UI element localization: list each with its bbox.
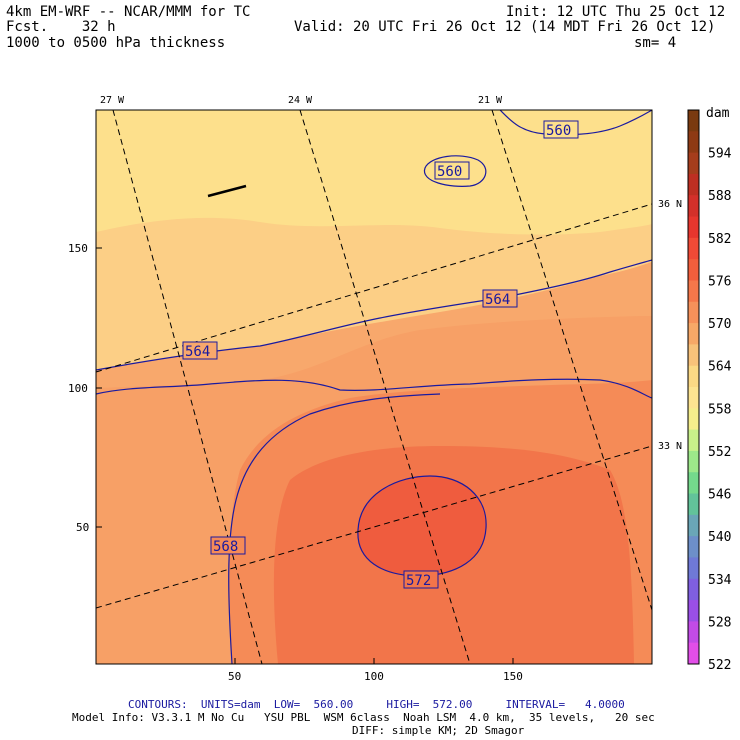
meridian-21w xyxy=(491,110,652,611)
colorbar-swatch xyxy=(688,578,699,601)
svg-text:560: 560 xyxy=(546,123,571,139)
contour-568 xyxy=(228,393,441,664)
y-tick-100: 100 xyxy=(68,382,88,395)
diffusion-info: DIFF: simple KM; 2D Smagor xyxy=(352,724,525,737)
colorbar-level-label: 576 xyxy=(708,274,731,289)
colorbar-swatch xyxy=(688,408,699,431)
colorbar-level-label: 558 xyxy=(708,402,731,417)
contour-labels: 560 560 564 564 568 572 xyxy=(182,120,579,589)
contour-572 xyxy=(357,475,487,577)
parallel-36n xyxy=(96,203,652,373)
colorbar-level-label: 594 xyxy=(708,147,732,162)
colorbar-unit: dam xyxy=(706,106,730,121)
colorbar-swatch xyxy=(688,514,699,537)
model-info: Model Info: V3.3.1 M No Cu YSU PBL WSM 6… xyxy=(72,711,655,724)
smoothing: sm= 4 xyxy=(634,35,677,51)
colorbar-level-label: 564 xyxy=(708,360,732,375)
lat-label-33n: 33 N xyxy=(658,441,682,452)
svg-text:572: 572 xyxy=(406,573,431,589)
colorbar-swatch xyxy=(688,387,699,409)
contour-label-564-b: 564 xyxy=(182,341,218,360)
colorbar-swatch xyxy=(688,536,699,558)
colorbar-swatch xyxy=(688,195,699,218)
lat-label-36n: 36 N xyxy=(658,199,682,210)
lat-labels: 36 N 33 N xyxy=(658,199,682,452)
colorbar-swatch xyxy=(688,429,699,452)
colorbar-level-label: 570 xyxy=(708,317,731,332)
x-tick-50: 50 xyxy=(228,670,241,683)
colorbar-swatch xyxy=(688,450,699,473)
contours-summary: CONTOURS: UNITS=dam LOW= 560.00 HIGH= 57… xyxy=(128,698,625,711)
y-tick-150: 150 xyxy=(68,242,88,255)
colorbar-level-label: 534 xyxy=(708,573,732,588)
svg-text:564: 564 xyxy=(485,292,510,308)
contour-560-island xyxy=(423,155,487,187)
svg-text:568: 568 xyxy=(213,539,238,555)
init-time: Init: 12 UTC Thu 25 Oct 12 xyxy=(506,4,726,20)
colorbar-swatch xyxy=(688,600,699,622)
contour-label-560-b: 560 xyxy=(434,161,470,180)
colorbar-level-label: 528 xyxy=(708,615,731,630)
colorbar-swatch xyxy=(688,237,699,260)
model-title: 4km EM-WRF -- NCAR/MMM for TC xyxy=(6,4,251,20)
lon-labels: 27 W 24 W 21 W xyxy=(100,95,503,106)
field-name: 1000 to 0500 hPa thickness xyxy=(6,35,226,51)
contour-564 xyxy=(96,259,652,371)
contour-label-560-a: 560 xyxy=(543,120,579,139)
svg-text:564: 564 xyxy=(185,344,210,360)
colorbar-swatch xyxy=(688,259,699,281)
x-tick-100: 100 xyxy=(364,670,384,683)
colorbar-swatch xyxy=(688,301,699,324)
lon-label-24w: 24 W xyxy=(288,95,313,106)
colorbar-swatch xyxy=(688,173,699,196)
forecast-hour: Fcst. 32 h xyxy=(6,19,116,35)
colorbar-swatch xyxy=(688,557,699,580)
x-tick-150: 150 xyxy=(503,670,523,683)
colorbar-swatch xyxy=(688,642,699,665)
colorbar-swatch xyxy=(688,323,699,345)
colorbar-level-label: 582 xyxy=(708,232,731,247)
contours-label: CONTOURS: xyxy=(128,698,188,711)
colorbar-swatch xyxy=(688,472,699,495)
contour-560-top xyxy=(499,110,652,136)
contour-label-564-a: 564 xyxy=(482,289,518,308)
colorbar-level-label: 552 xyxy=(708,445,731,460)
contour-label-572: 572 xyxy=(403,570,439,589)
colorbar-level-label: 522 xyxy=(708,658,731,673)
contour-label-568: 568 xyxy=(210,536,246,555)
colorbar-level-label: 540 xyxy=(708,530,731,545)
colorbar-swatch xyxy=(688,280,699,303)
contours-high: HIGH= 572.00 xyxy=(386,698,473,711)
parallel-33n xyxy=(96,445,652,609)
colorbar-swatch xyxy=(688,344,699,367)
svg-text:560: 560 xyxy=(437,164,462,180)
y-tick-50: 50 xyxy=(76,521,89,534)
wind-barb-icon xyxy=(207,184,247,198)
valid-time: Valid: 20 UTC Fri 26 Oct 12 (14 MDT Fri … xyxy=(294,19,716,35)
colorbar-swatch xyxy=(688,365,699,388)
meridian-24w xyxy=(299,110,471,664)
colorbar-swatch xyxy=(688,493,699,516)
colorbar-swatch xyxy=(688,152,699,175)
axis-labels: 150 100 50 50 100 150 xyxy=(68,242,523,683)
lon-label-21w: 21 W xyxy=(478,95,503,106)
colorbar-swatch xyxy=(688,621,699,644)
contours-units: UNITS=dam xyxy=(200,698,261,711)
contours-low: LOW= 560.00 xyxy=(273,698,354,711)
tick-marks xyxy=(96,247,514,664)
colorbar-swatch xyxy=(688,110,699,132)
thickness-field xyxy=(96,110,652,664)
colorbar-level-label: 546 xyxy=(708,488,731,503)
colorbar-swatch xyxy=(688,131,699,154)
colorbar-swatch xyxy=(688,216,699,239)
colorbar-labels: 594 588 582 576 570 564 558 552 546 540 534 528 522 xyxy=(708,147,732,673)
meridian-27w xyxy=(112,110,263,664)
graticule xyxy=(96,110,652,664)
colorbar-level-label: 588 xyxy=(708,189,731,204)
fill-572 xyxy=(357,476,487,576)
colorbar xyxy=(687,109,700,665)
lon-label-27w: 27 W xyxy=(100,95,125,106)
contours-interval: INTERVAL= 4.0000 xyxy=(505,698,625,711)
